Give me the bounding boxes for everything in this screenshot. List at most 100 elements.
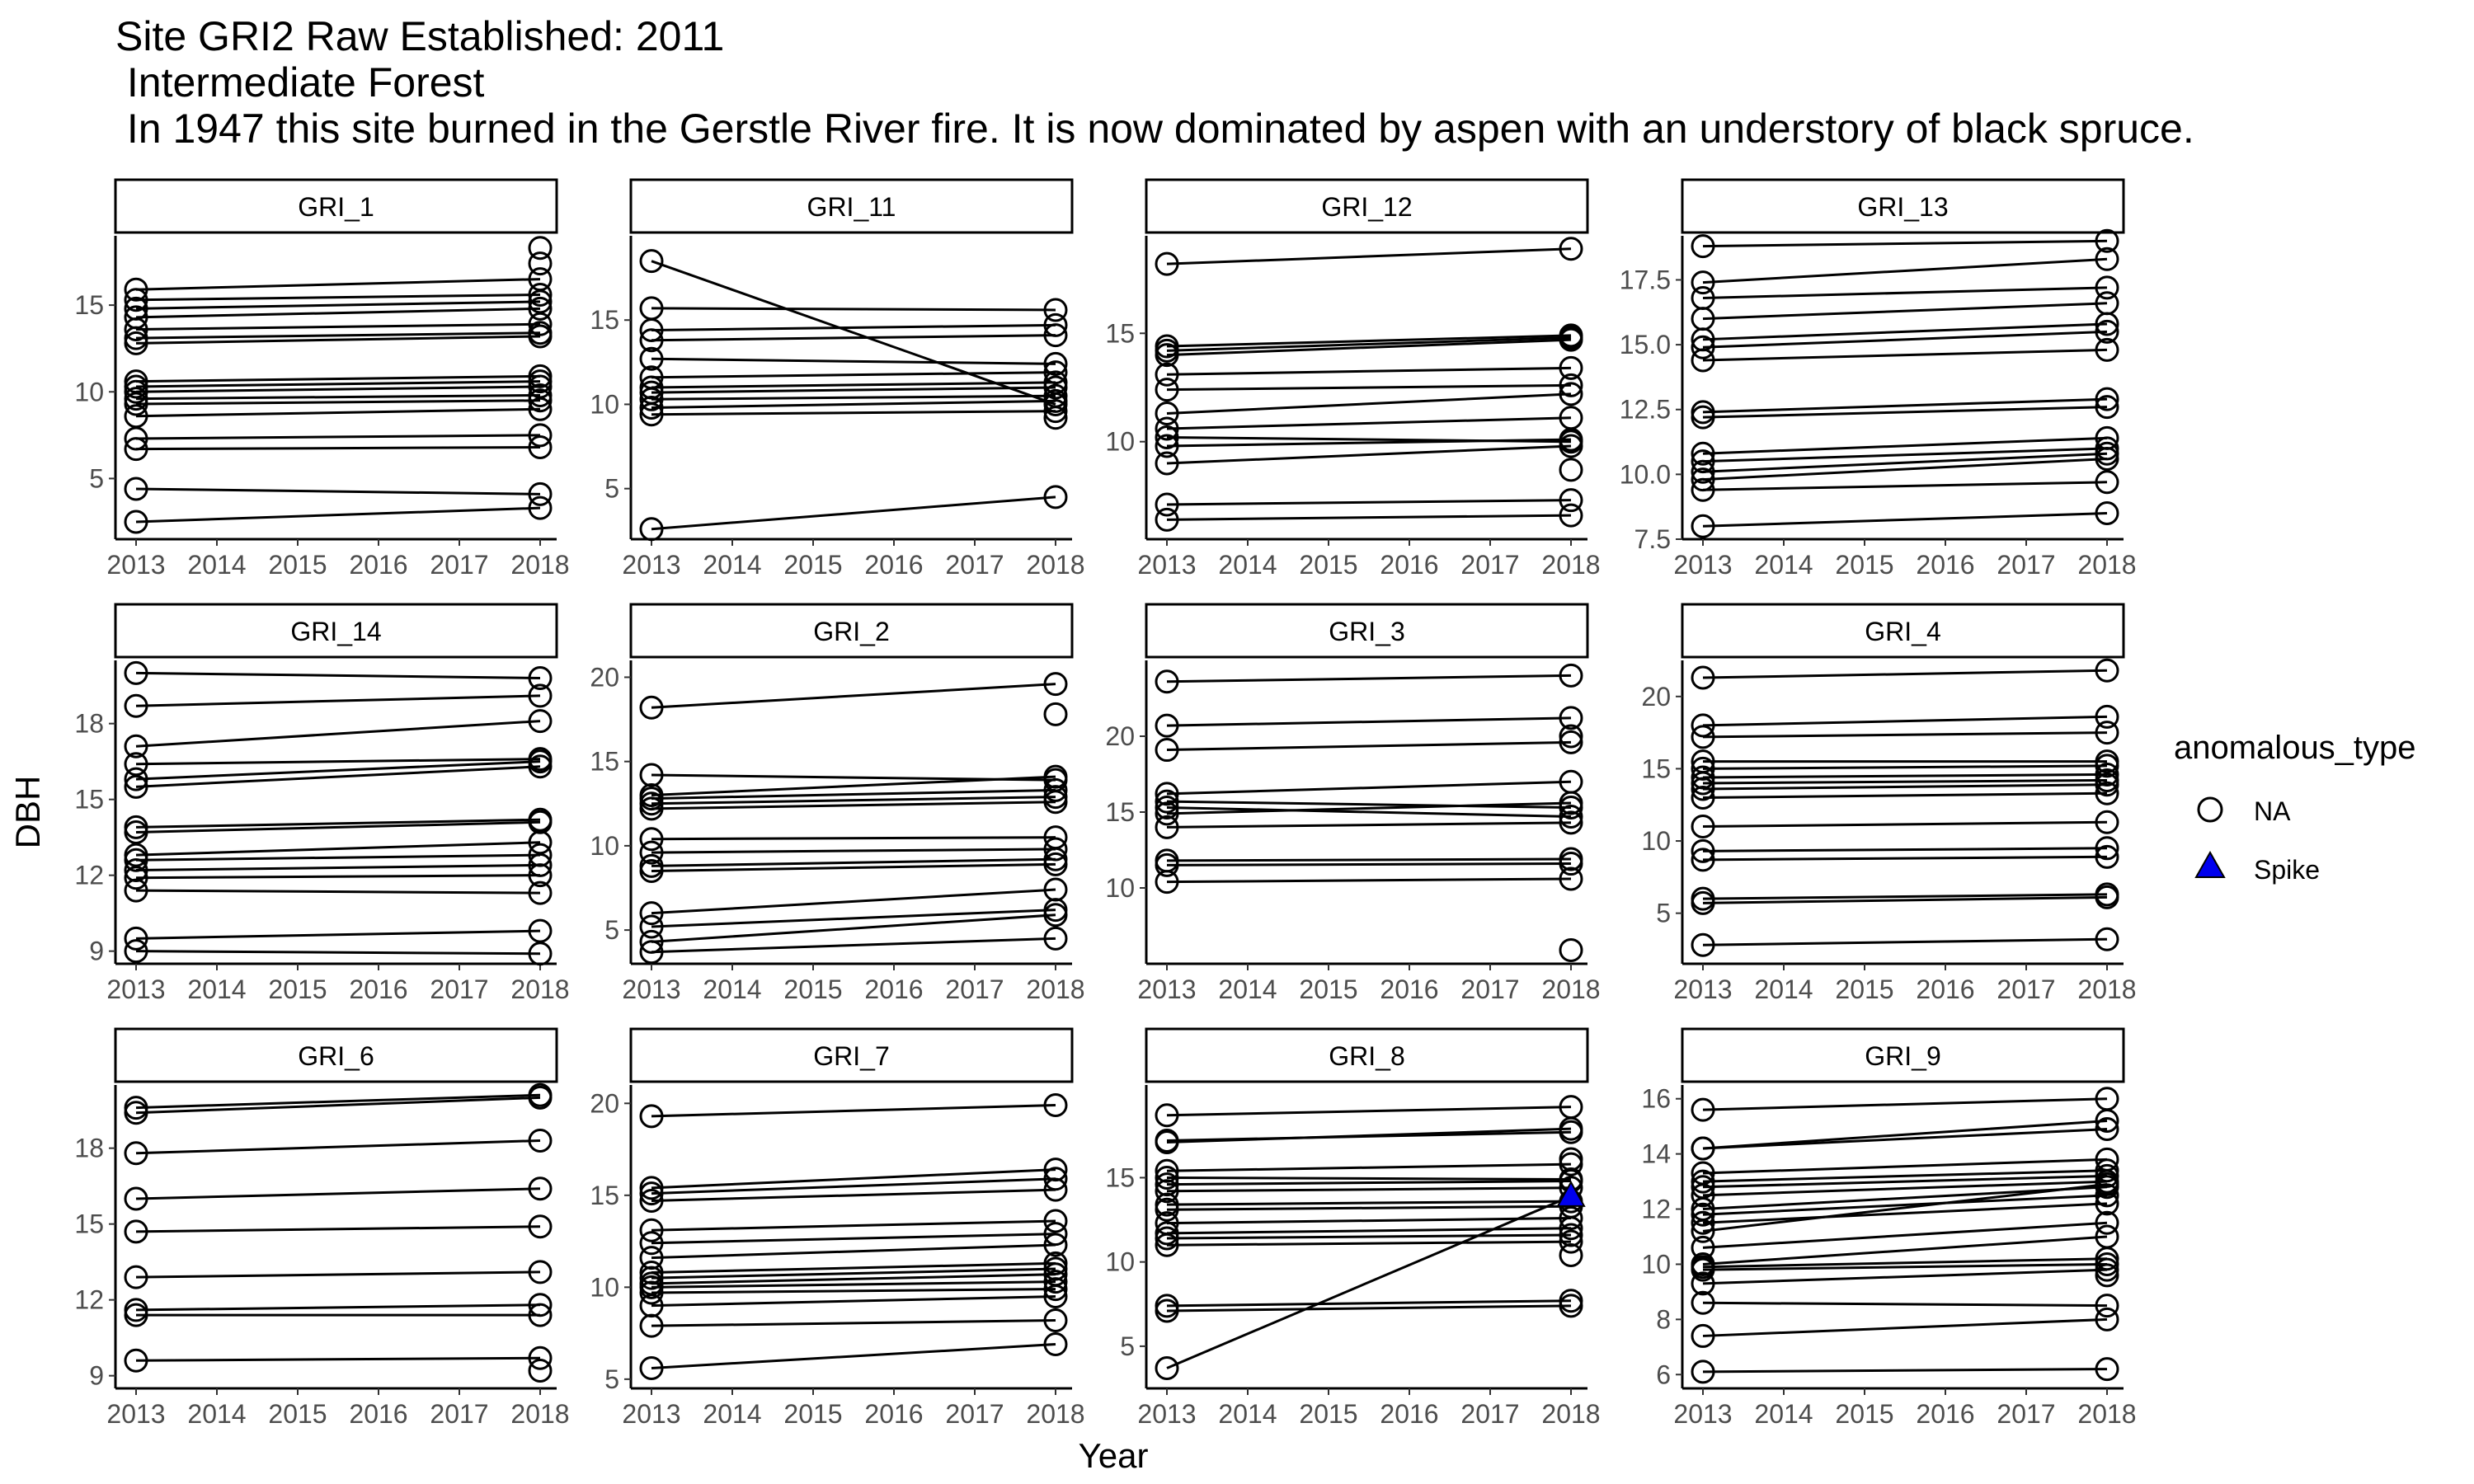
data-point <box>124 734 148 758</box>
data-point <box>2095 387 2119 411</box>
data-point <box>2095 704 2119 729</box>
y-tick-label: 15 <box>1105 797 1135 827</box>
facet-strip-label: GRI_6 <box>298 1041 374 1071</box>
data-point <box>124 820 148 845</box>
tree-series <box>639 1177 1068 1214</box>
data-point <box>1155 1130 1179 1155</box>
tree-series <box>639 485 1068 542</box>
data-point <box>124 1303 148 1327</box>
series-line <box>135 393 541 401</box>
facet-strip <box>114 603 558 659</box>
tree-series <box>1155 852 1583 877</box>
series-line <box>1702 669 2108 679</box>
series-line <box>135 385 541 393</box>
x-tick-label: 2018 <box>510 550 569 580</box>
data-point <box>1155 795 1179 819</box>
series-line <box>135 950 541 956</box>
x-tick-label: 2015 <box>783 1399 842 1429</box>
data-point <box>1043 1233 1068 1257</box>
data-point <box>1155 738 1179 763</box>
series-line <box>135 853 541 862</box>
tree-series <box>639 399 1068 427</box>
x-tick-label: 2018 <box>1026 550 1084 580</box>
data-point <box>1043 702 1068 726</box>
data-point <box>1691 234 1715 259</box>
tree-series <box>1691 1117 2119 1161</box>
series-line <box>135 1303 541 1312</box>
tree-series <box>124 1303 553 1327</box>
data-point <box>639 1313 664 1338</box>
tree-series <box>1691 882 2119 911</box>
tree-series <box>124 1176 553 1211</box>
series-line <box>135 300 541 310</box>
data-point <box>2095 395 2119 420</box>
series-line <box>135 335 541 345</box>
series-line <box>651 1243 1056 1260</box>
series-line <box>1702 783 2108 791</box>
x-tick-label: 2016 <box>1916 550 1974 580</box>
x-tick-label: 2014 <box>1218 974 1277 1004</box>
series-line <box>135 720 541 748</box>
series-line <box>651 1342 1056 1369</box>
tree-series <box>1691 810 2119 839</box>
tree-series <box>639 1093 1068 1129</box>
data-point <box>1043 1222 1068 1247</box>
y-tick-label: 12.5 <box>1620 395 1671 425</box>
x-tick-label: 2015 <box>1299 1399 1357 1429</box>
data-point <box>1043 852 1068 876</box>
series-line <box>135 307 541 319</box>
x-tick-label: 2014 <box>1218 1399 1277 1429</box>
data-point <box>528 830 553 855</box>
panel-gri-11: GRI_11 5 10 15 2013 2014 2015 2016 2017 2018 <box>590 178 1085 580</box>
data-point <box>639 796 664 821</box>
facet-strip-label: GRI_14 <box>290 617 381 646</box>
y-tick-label: 10 <box>1641 826 1671 856</box>
data-point <box>2095 1294 2119 1318</box>
data-point <box>1691 1219 1715 1243</box>
data-point <box>1155 451 1179 476</box>
facet-strip <box>1145 1027 1589 1083</box>
x-tick-label: 2014 <box>703 974 761 1004</box>
series-line <box>651 386 1056 394</box>
tree-series <box>1155 769 1583 806</box>
data-point <box>1043 1308 1068 1332</box>
data-point <box>2095 1108 2119 1133</box>
series-line <box>651 888 1056 915</box>
data-point <box>124 1186 148 1211</box>
tree-series <box>1691 1158 2119 1194</box>
facet-strip-label: GRI_4 <box>1865 617 1940 646</box>
series-line <box>651 1219 1056 1232</box>
x-tick-label: 2017 <box>945 1399 1004 1429</box>
series-line <box>651 307 1056 312</box>
data-point <box>1559 327 1583 352</box>
series-line <box>135 374 541 383</box>
y-tick-label: 6 <box>1656 1360 1671 1389</box>
data-point <box>528 423 553 448</box>
tree-series <box>1155 373 1583 402</box>
data-point <box>2095 319 2119 344</box>
series-line <box>651 357 1056 365</box>
series-line <box>1702 847 2108 852</box>
y-tick-label: 20 <box>590 1088 619 1118</box>
data-point <box>1043 375 1068 400</box>
data-point <box>1559 503 1583 528</box>
y-tick-label: 14 <box>1641 1139 1671 1169</box>
series-line <box>1166 338 1572 357</box>
series-line <box>651 909 1056 928</box>
data-point <box>1043 1093 1068 1118</box>
data-point <box>1155 789 1179 814</box>
y-axis-label: DBH <box>8 776 47 849</box>
y-tick-label: 15 <box>74 290 104 320</box>
tree-series <box>639 1331 1068 1380</box>
data-point <box>1559 382 1583 406</box>
series-line <box>1166 1304 1572 1313</box>
data-point <box>1155 251 1179 276</box>
data-point <box>2095 1257 2119 1282</box>
data-point <box>528 709 553 734</box>
tree-series <box>639 790 1068 821</box>
tree-series <box>1691 387 2119 425</box>
y-tick-label: 9 <box>89 1361 104 1391</box>
data-point <box>1559 937 1583 962</box>
series-line <box>1166 438 1572 448</box>
data-point <box>1155 1103 1179 1128</box>
